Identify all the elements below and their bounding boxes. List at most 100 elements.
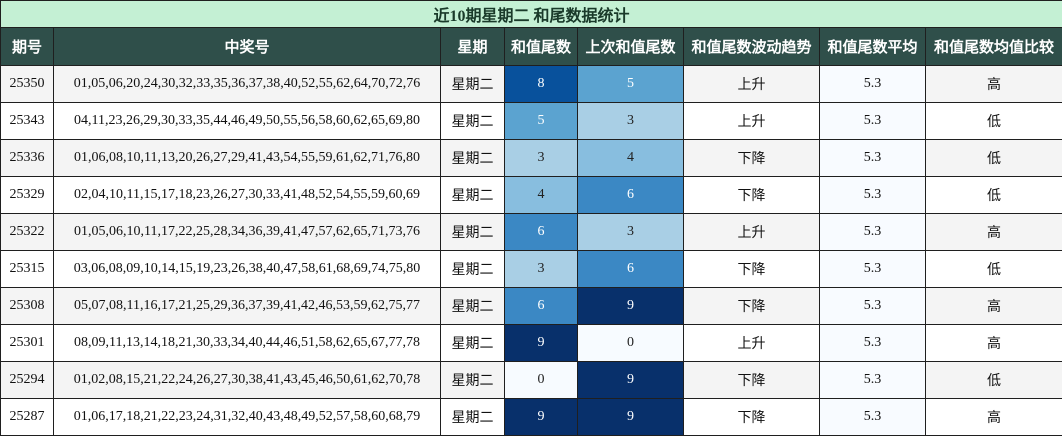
header-weekday: 星期: [441, 28, 505, 66]
header-row: 期号 中奖号 星期 和值尾数 上次和值尾数 和值尾数波动趋势 和值尾数平均 和值…: [1, 28, 1062, 66]
header-issue: 期号: [1, 28, 54, 66]
header-compare: 和值尾数均值比较: [926, 28, 1062, 66]
cell-avg: 5.3: [820, 325, 926, 362]
cell-tail: 3: [505, 140, 578, 177]
cell-numbers: 05,07,08,11,16,17,21,25,29,36,37,39,41,4…: [54, 288, 441, 325]
cell-avg: 5.3: [820, 66, 926, 103]
cell-weekday: 星期二: [441, 325, 505, 362]
cell-avg: 5.3: [820, 288, 926, 325]
cell-prev-tail: 9: [578, 399, 684, 436]
cell-prev-tail: 9: [578, 288, 684, 325]
cell-prev-tail: 0: [578, 325, 684, 362]
cell-issue: 25315: [1, 251, 54, 288]
cell-prev-tail: 9: [578, 362, 684, 399]
cell-numbers: 01,05,06,20,24,30,32,33,35,36,37,38,40,5…: [54, 66, 441, 103]
cell-numbers: 01,02,08,15,21,22,24,26,27,30,38,41,43,4…: [54, 362, 441, 399]
cell-trend: 下降: [684, 177, 820, 214]
cell-compare: 高: [926, 66, 1062, 103]
cell-tail: 5: [505, 103, 578, 140]
cell-prev-tail: 3: [578, 214, 684, 251]
header-numbers: 中奖号: [54, 28, 441, 66]
cell-avg: 5.3: [820, 251, 926, 288]
cell-weekday: 星期二: [441, 214, 505, 251]
cell-avg: 5.3: [820, 362, 926, 399]
cell-avg: 5.3: [820, 103, 926, 140]
header-trend: 和值尾数波动趋势: [684, 28, 820, 66]
cell-compare: 低: [926, 140, 1062, 177]
cell-tail: 9: [505, 325, 578, 362]
cell-avg: 5.3: [820, 177, 926, 214]
cell-avg: 5.3: [820, 214, 926, 251]
cell-compare: 高: [926, 288, 1062, 325]
cell-trend: 上升: [684, 103, 820, 140]
cell-trend: 上升: [684, 214, 820, 251]
cell-weekday: 星期二: [441, 103, 505, 140]
cell-issue: 25343: [1, 103, 54, 140]
cell-numbers: 02,04,10,11,15,17,18,23,26,27,30,33,41,4…: [54, 177, 441, 214]
cell-trend: 下降: [684, 362, 820, 399]
cell-numbers: 08,09,11,13,14,18,21,30,33,34,40,44,46,5…: [54, 325, 441, 362]
cell-issue: 25350: [1, 66, 54, 103]
cell-avg: 5.3: [820, 399, 926, 436]
cell-numbers: 01,05,06,10,11,17,22,25,28,34,36,39,41,4…: [54, 214, 441, 251]
cell-compare: 高: [926, 214, 1062, 251]
cell-avg: 5.3: [820, 140, 926, 177]
cell-numbers: 04,11,23,26,29,30,33,35,44,46,49,50,55,5…: [54, 103, 441, 140]
cell-issue: 25287: [1, 399, 54, 436]
cell-trend: 上升: [684, 66, 820, 103]
cell-compare: 低: [926, 103, 1062, 140]
cell-compare: 低: [926, 177, 1062, 214]
cell-tail: 3: [505, 251, 578, 288]
cell-weekday: 星期二: [441, 140, 505, 177]
cell-trend: 下降: [684, 399, 820, 436]
cell-tail: 8: [505, 66, 578, 103]
cell-weekday: 星期二: [441, 399, 505, 436]
cell-numbers: 01,06,17,18,21,22,23,24,31,32,40,43,48,4…: [54, 399, 441, 436]
cell-compare: 低: [926, 362, 1062, 399]
cell-tail: 0: [505, 362, 578, 399]
cell-issue: 25336: [1, 140, 54, 177]
cell-prev-tail: 4: [578, 140, 684, 177]
header-prev-tail: 上次和值尾数: [578, 28, 684, 66]
cell-weekday: 星期二: [441, 362, 505, 399]
cell-weekday: 星期二: [441, 177, 505, 214]
cell-issue: 25308: [1, 288, 54, 325]
cell-issue: 25301: [1, 325, 54, 362]
cell-tail: 6: [505, 288, 578, 325]
cell-issue: 25294: [1, 362, 54, 399]
cell-issue: 25322: [1, 214, 54, 251]
cell-tail: 4: [505, 177, 578, 214]
cell-issue: 25329: [1, 177, 54, 214]
cell-trend: 上升: [684, 325, 820, 362]
cell-tail: 6: [505, 214, 578, 251]
cell-prev-tail: 6: [578, 251, 684, 288]
cell-numbers: 01,06,08,10,11,13,20,26,27,29,41,43,54,5…: [54, 140, 441, 177]
cell-prev-tail: 5: [578, 66, 684, 103]
cell-numbers: 03,06,08,09,10,14,15,19,23,26,38,40,47,5…: [54, 251, 441, 288]
cell-trend: 下降: [684, 251, 820, 288]
cell-prev-tail: 3: [578, 103, 684, 140]
table-title: 近10期星期二 和尾数据统计: [1, 1, 1062, 28]
cell-weekday: 星期二: [441, 66, 505, 103]
cell-weekday: 星期二: [441, 288, 505, 325]
cell-compare: 低: [926, 251, 1062, 288]
cell-trend: 下降: [684, 140, 820, 177]
cell-trend: 下降: [684, 288, 820, 325]
title-row: 近10期星期二 和尾数据统计: [1, 1, 1062, 28]
cell-prev-tail: 6: [578, 177, 684, 214]
header-tail: 和值尾数: [505, 28, 578, 66]
cell-compare: 高: [926, 325, 1062, 362]
header-avg: 和值尾数平均: [820, 28, 926, 66]
